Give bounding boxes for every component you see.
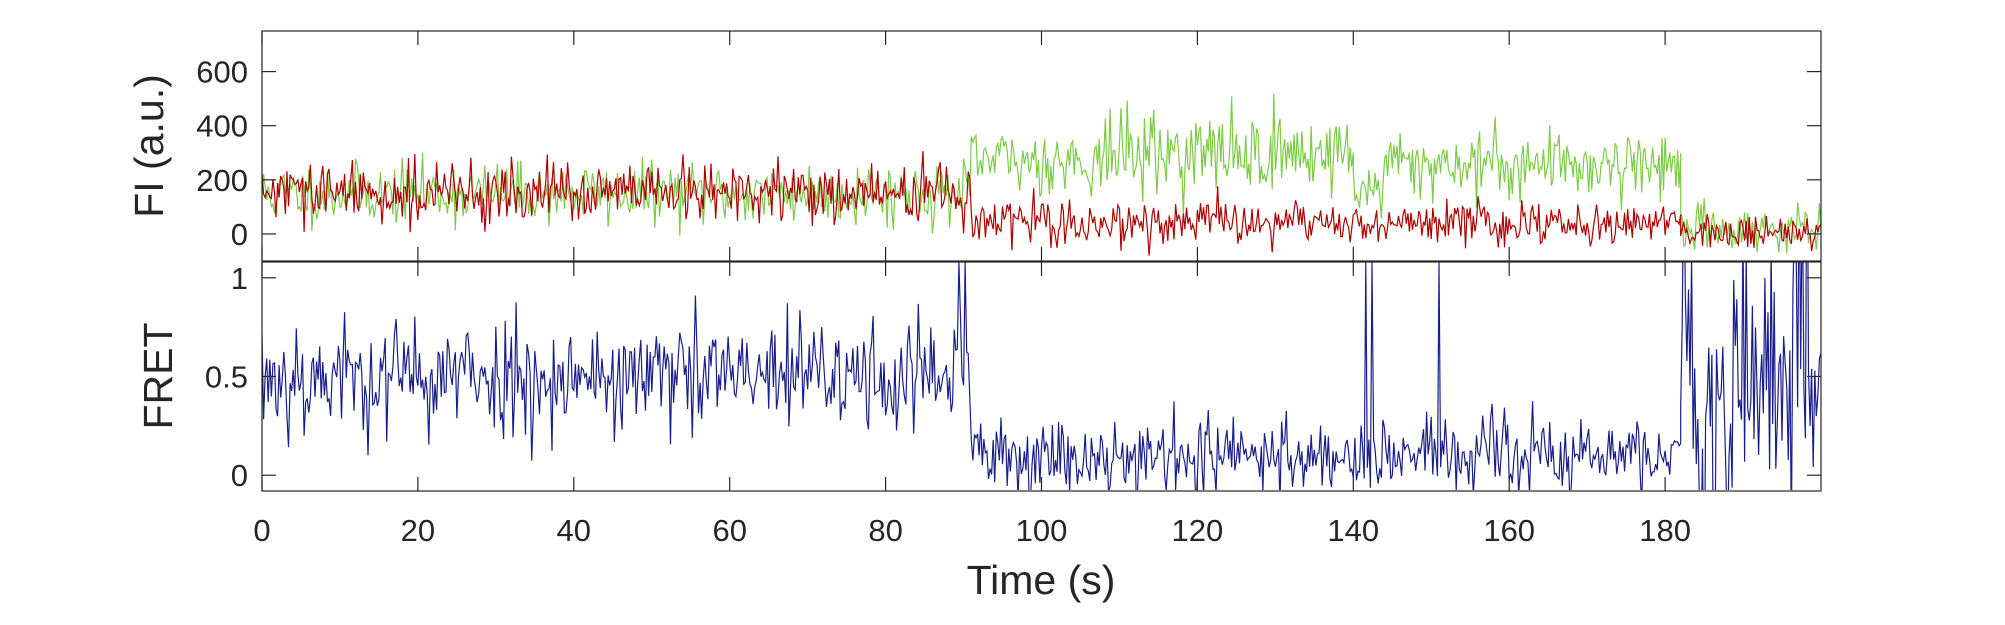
bottom-traces — [262, 262, 1821, 490]
x-tick-label: 60 — [712, 513, 746, 548]
bottom-y-tick-label: 0 — [231, 458, 248, 493]
x-tick-label: 0 — [253, 513, 270, 548]
bottom-panel: 00.51 0 20 40 60 80 100 120 140 160 180 FRET Time… — [135, 31, 1822, 603]
donor-trace — [262, 93, 1821, 254]
x-tick-label: 40 — [557, 513, 591, 548]
top-y-tick-label: 600 — [196, 55, 248, 90]
x-axis-label: Time (s) — [967, 557, 1116, 603]
bottom-y-axis-label: FRET — [135, 322, 181, 429]
x-tick-label: 180 — [1639, 513, 1691, 548]
top-y-tick-label: 400 — [196, 109, 248, 144]
x-tick-label: 100 — [1016, 513, 1068, 548]
x-tick-label: 20 — [401, 513, 435, 548]
fret-trace — [262, 262, 1821, 490]
x-tick-label: 80 — [868, 513, 902, 548]
acceptor-trace — [262, 151, 1821, 256]
x-tick-label: 160 — [1483, 513, 1535, 548]
bottom-y-tick-label: 0.5 — [205, 360, 248, 395]
bottom-y-tick-label: 1 — [231, 261, 248, 296]
top-y-axis-label: FI (a.u.) — [126, 74, 172, 218]
bottom-y-ticks: 00.51 — [205, 261, 1821, 493]
top-panel: 0 200 400 600 FI (a.u.) — [126, 30, 1822, 262]
x-ticks: 0 20 40 60 80 100 120 140 160 180 — [253, 31, 1691, 548]
top-y-tick-label: 0 — [231, 217, 248, 252]
x-tick-label: 140 — [1327, 513, 1379, 548]
top-y-tick-label: 200 — [196, 163, 248, 198]
x-tick-label: 120 — [1172, 513, 1224, 548]
top-traces — [262, 93, 1821, 256]
top-y-ticks: 0 200 400 600 — [196, 55, 1821, 252]
